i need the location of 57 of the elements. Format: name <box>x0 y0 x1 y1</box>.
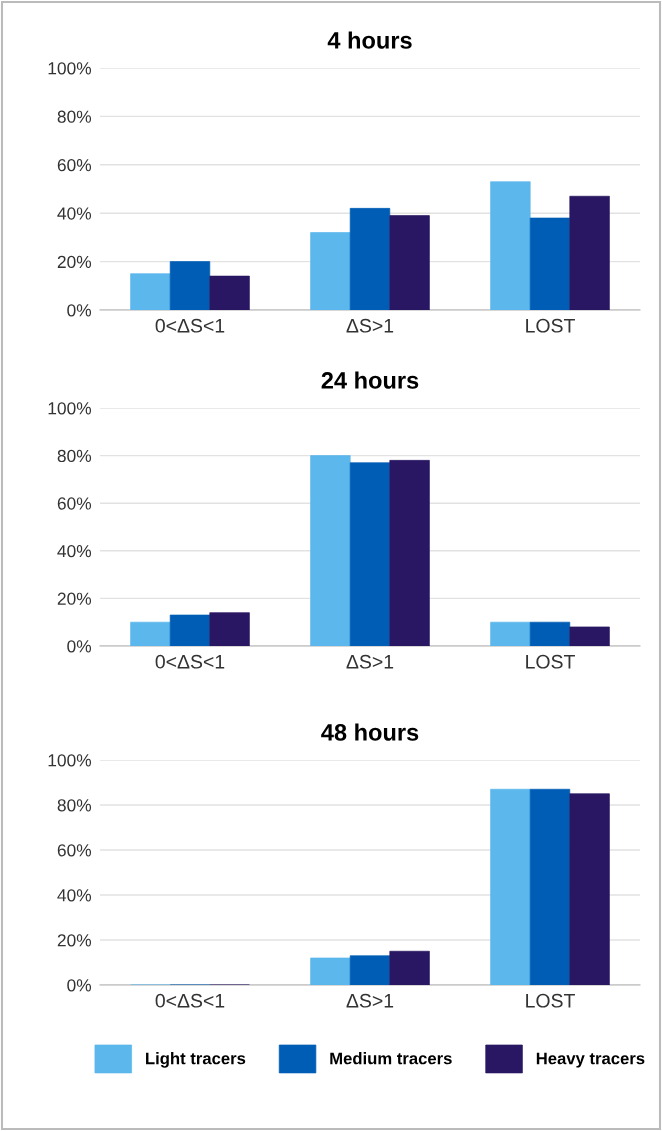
x-tick-label: LOST <box>526 993 575 1008</box>
bar <box>130 621 171 646</box>
bar <box>389 215 430 310</box>
x-tick-label: ΔS>1 <box>346 318 394 333</box>
bar <box>310 455 351 646</box>
legend-label: Medium tracers <box>330 1052 452 1065</box>
bar <box>529 217 571 310</box>
y-tick-label: 0% <box>67 640 92 653</box>
y-tick-label: 60% <box>57 497 92 510</box>
y-tick-label: 20% <box>57 592 92 605</box>
y-tick-label: 80% <box>57 110 92 123</box>
bar <box>490 181 531 310</box>
bar <box>529 788 571 985</box>
x-tick-label: 0<ΔS<1 <box>155 993 225 1008</box>
y-tick-label: 40% <box>57 544 92 558</box>
bar <box>310 232 351 310</box>
bar <box>569 793 610 985</box>
bar <box>349 955 391 985</box>
bar <box>209 612 250 646</box>
bar <box>310 957 351 985</box>
bar <box>349 462 391 646</box>
bar <box>490 788 531 985</box>
chart-title: 24 hours <box>321 371 419 389</box>
y-tick-label: 80% <box>57 799 92 812</box>
x-tick-label: LOST <box>526 318 575 333</box>
x-tick-label: 0<ΔS<1 <box>155 654 225 669</box>
bar <box>209 275 250 310</box>
y-tick-label: 0% <box>67 304 92 317</box>
x-tick-label: LOST <box>526 654 575 669</box>
x-tick-label: ΔS>1 <box>346 654 394 669</box>
bar <box>490 621 531 646</box>
chart-title: 48 hours <box>321 723 419 741</box>
bar <box>569 195 610 310</box>
y-tick-label: 80% <box>57 449 92 463</box>
bar <box>529 621 571 646</box>
bar <box>169 614 211 646</box>
bar <box>389 950 430 985</box>
bar <box>169 261 211 310</box>
y-tick-label: 40% <box>57 207 92 220</box>
bar <box>389 460 430 646</box>
y-tick-label: 100% <box>48 754 92 767</box>
y-tick-label: 20% <box>57 255 92 269</box>
bar <box>569 626 610 646</box>
y-tick-label: 60% <box>57 158 92 172</box>
bar <box>130 273 171 310</box>
y-tick-label: 100% <box>48 402 92 415</box>
y-tick-label: 20% <box>57 934 92 947</box>
bar <box>349 208 391 310</box>
x-tick-label: 0<ΔS<1 <box>155 318 225 333</box>
y-tick-label: 100% <box>48 62 92 75</box>
chart-title: 4 hours <box>327 31 412 49</box>
y-tick-label: 40% <box>57 889 92 902</box>
legend-label: Light tracers <box>146 1052 246 1068</box>
x-tick-label: ΔS>1 <box>346 993 394 1008</box>
y-tick-label: 60% <box>57 844 92 857</box>
y-tick-label: 0% <box>67 979 92 992</box>
legend-label: Heavy tracers <box>536 1052 645 1068</box>
